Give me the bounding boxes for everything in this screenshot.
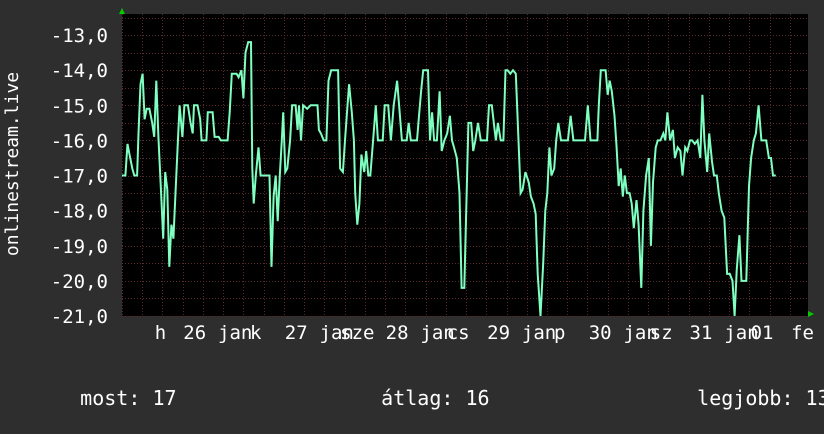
x-tick-label: jan [623, 322, 657, 344]
x-tick-label: 31 [690, 322, 713, 344]
best-label: legjobb: [697, 386, 794, 410]
x-tick-label: sze [340, 322, 374, 344]
y-tick-label: -18,0 [51, 201, 108, 223]
axes [119, 8, 814, 317]
x-tick-label: jan [218, 322, 252, 344]
x-tick-label: sz [650, 322, 673, 344]
average-value: 16 [465, 386, 490, 410]
y-tick-label: -15,0 [51, 95, 108, 117]
x-axis-arrow [808, 311, 814, 317]
x-tick-label: jan [522, 322, 556, 344]
y-tick-label: -14,0 [51, 60, 108, 82]
current-stat: most: 17 [32, 362, 177, 434]
grid [122, 14, 808, 317]
x-tick-label: 28 [386, 322, 409, 344]
x-tick-label: h [155, 322, 166, 344]
x-tick-label: 30 [589, 322, 612, 344]
x-tick-label: 01 [751, 322, 774, 344]
x-tick-label: cs [447, 322, 470, 344]
average-stat: átlag: 16 [333, 362, 490, 434]
x-tick-label: jan [320, 322, 354, 344]
y-axis-arrow [119, 8, 125, 14]
y-tick-label: -16,0 [51, 130, 108, 152]
y-tick-label: -13,0 [51, 25, 108, 47]
stats-bar: most: 17 átlag: 16 legjobb: 13 [0, 362, 824, 410]
best-stat: legjobb: 13 [649, 362, 824, 434]
x-tick-label: fe [791, 322, 814, 344]
y-tick-label: -17,0 [51, 166, 108, 188]
x-tick-label: 27 [285, 322, 308, 344]
x-tick-label: 29 [487, 322, 510, 344]
x-tick-label: jan [420, 322, 454, 344]
average-label: átlag: [381, 386, 454, 410]
chart: -13,0 -14,0 -15,0 -16,0 -17,0 -18,0 -19,0 -20,0… [2, 8, 814, 344]
y-axis-ticks: -13,0 -14,0 -15,0 -16,0 -17,0 -18,0 -19,0 -20,0… [51, 25, 108, 328]
x-tick-label: k [250, 322, 262, 344]
x-tick-label: jan [724, 322, 758, 344]
y-tick-label: -21,0 [51, 306, 108, 328]
x-tick-label: 26 [183, 322, 206, 344]
x-tick-label: p [554, 322, 565, 344]
current-value: 17 [152, 386, 177, 410]
series-line [122, 41, 776, 317]
best-value: 13 [805, 386, 824, 410]
current-label: most: [80, 386, 141, 410]
y-axis-label: onlinestream.live [2, 72, 23, 256]
y-tick-label: -20,0 [51, 271, 108, 293]
y-tick-label: -19,0 [51, 236, 108, 258]
